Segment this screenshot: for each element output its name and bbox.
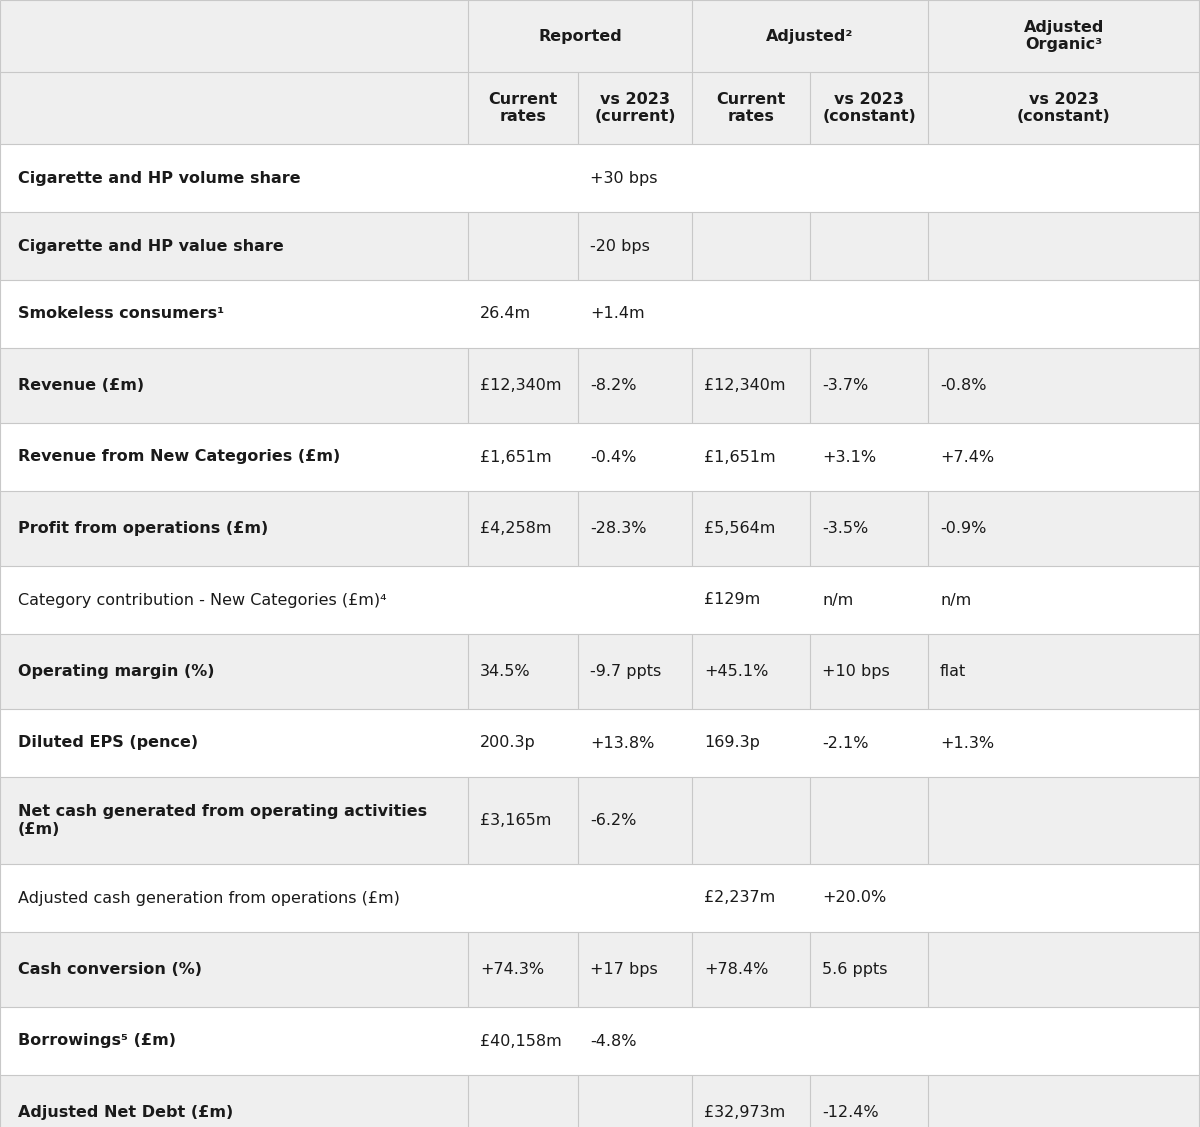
Bar [0, 566, 1200, 635]
Bar [0, 348, 1200, 423]
Text: -0.4%: -0.4% [590, 450, 636, 464]
Text: £40,158m: £40,158m [480, 1033, 562, 1048]
Text: Current
rates: Current rates [488, 91, 558, 124]
Bar [0, 72, 1200, 144]
Text: Revenue (£m): Revenue (£m) [18, 378, 144, 393]
Bar [0, 212, 1200, 279]
Text: Operating margin (%): Operating margin (%) [18, 664, 215, 678]
Text: -4.8%: -4.8% [590, 1033, 636, 1048]
Bar [0, 423, 1200, 491]
Text: -20 bps: -20 bps [590, 239, 650, 254]
Bar [0, 864, 1200, 932]
Text: -28.3%: -28.3% [590, 521, 647, 536]
Text: 200.3p: 200.3p [480, 736, 535, 751]
Text: Profit from operations (£m): Profit from operations (£m) [18, 521, 269, 536]
Text: Current
rates: Current rates [716, 91, 786, 124]
Text: Category contribution - New Categories (£m)⁴: Category contribution - New Categories (… [18, 593, 386, 607]
Text: +17 bps: +17 bps [590, 962, 658, 977]
Text: -3.7%: -3.7% [822, 378, 869, 393]
Bar [0, 491, 1200, 566]
Text: Diluted EPS (pence): Diluted EPS (pence) [18, 736, 198, 751]
Text: Adjusted
Organic³: Adjusted Organic³ [1024, 20, 1104, 52]
Text: +20.0%: +20.0% [822, 890, 887, 905]
Text: Reported: Reported [538, 28, 622, 44]
Text: £12,340m: £12,340m [480, 378, 562, 393]
Text: Adjusted Net Debt (£m): Adjusted Net Debt (£m) [18, 1104, 233, 1120]
Text: £2,237m: £2,237m [704, 890, 775, 905]
Text: Revenue from New Categories (£m): Revenue from New Categories (£m) [18, 450, 341, 464]
Text: £3,165m: £3,165m [480, 813, 551, 828]
Text: -0.9%: -0.9% [940, 521, 986, 536]
Text: Adjusted cash generation from operations (£m): Adjusted cash generation from operations… [18, 890, 400, 905]
Text: -6.2%: -6.2% [590, 813, 636, 828]
Text: +10 bps: +10 bps [822, 664, 889, 678]
Text: +74.3%: +74.3% [480, 962, 544, 977]
Text: flat: flat [940, 664, 966, 678]
Text: vs 2023
(constant): vs 2023 (constant) [1018, 91, 1111, 124]
Text: -0.8%: -0.8% [940, 378, 986, 393]
Text: -9.7 ppts: -9.7 ppts [590, 664, 661, 678]
Text: +3.1%: +3.1% [822, 450, 876, 464]
Text: Cash conversion (%): Cash conversion (%) [18, 962, 202, 977]
Text: Smokeless consumers¹: Smokeless consumers¹ [18, 307, 224, 321]
Text: +7.4%: +7.4% [940, 450, 994, 464]
Text: Cigarette and HP value share: Cigarette and HP value share [18, 239, 283, 254]
Bar [0, 709, 1200, 777]
Text: £1,651m: £1,651m [704, 450, 775, 464]
Bar [0, 932, 1200, 1008]
Bar [0, 279, 1200, 348]
Text: 34.5%: 34.5% [480, 664, 530, 678]
Bar [0, 777, 1200, 864]
Text: £32,973m: £32,973m [704, 1104, 785, 1120]
Text: +30 bps: +30 bps [590, 170, 658, 186]
Text: 169.3p: 169.3p [704, 736, 760, 751]
Text: 5.6 ppts: 5.6 ppts [822, 962, 888, 977]
Text: Adjusted²: Adjusted² [767, 28, 853, 44]
Bar [0, 144, 1200, 212]
Text: +1.3%: +1.3% [940, 736, 994, 751]
Text: +1.4m: +1.4m [590, 307, 644, 321]
Text: -2.1%: -2.1% [822, 736, 869, 751]
Text: +45.1%: +45.1% [704, 664, 768, 678]
Text: -12.4%: -12.4% [822, 1104, 878, 1120]
Text: £4,258m: £4,258m [480, 521, 552, 536]
Text: -3.5%: -3.5% [822, 521, 869, 536]
Bar [0, 1008, 1200, 1075]
Text: -8.2%: -8.2% [590, 378, 636, 393]
Text: Net cash generated from operating activities
(£m): Net cash generated from operating activi… [18, 805, 427, 836]
Text: 26.4m: 26.4m [480, 307, 532, 321]
Text: +78.4%: +78.4% [704, 962, 768, 977]
Bar [0, 635, 1200, 709]
Bar [0, 0, 1200, 72]
Text: vs 2023
(current): vs 2023 (current) [594, 91, 676, 124]
Text: n/m: n/m [822, 593, 853, 607]
Text: £5,564m: £5,564m [704, 521, 775, 536]
Text: +13.8%: +13.8% [590, 736, 654, 751]
Text: Borrowings⁵ (£m): Borrowings⁵ (£m) [18, 1033, 176, 1048]
Text: vs 2023
(constant): vs 2023 (constant) [822, 91, 916, 124]
Text: Cigarette and HP volume share: Cigarette and HP volume share [18, 170, 301, 186]
Text: £129m: £129m [704, 593, 761, 607]
Bar [0, 1075, 1200, 1127]
Text: n/m: n/m [940, 593, 971, 607]
Text: £1,651m: £1,651m [480, 450, 552, 464]
Text: £12,340m: £12,340m [704, 378, 786, 393]
